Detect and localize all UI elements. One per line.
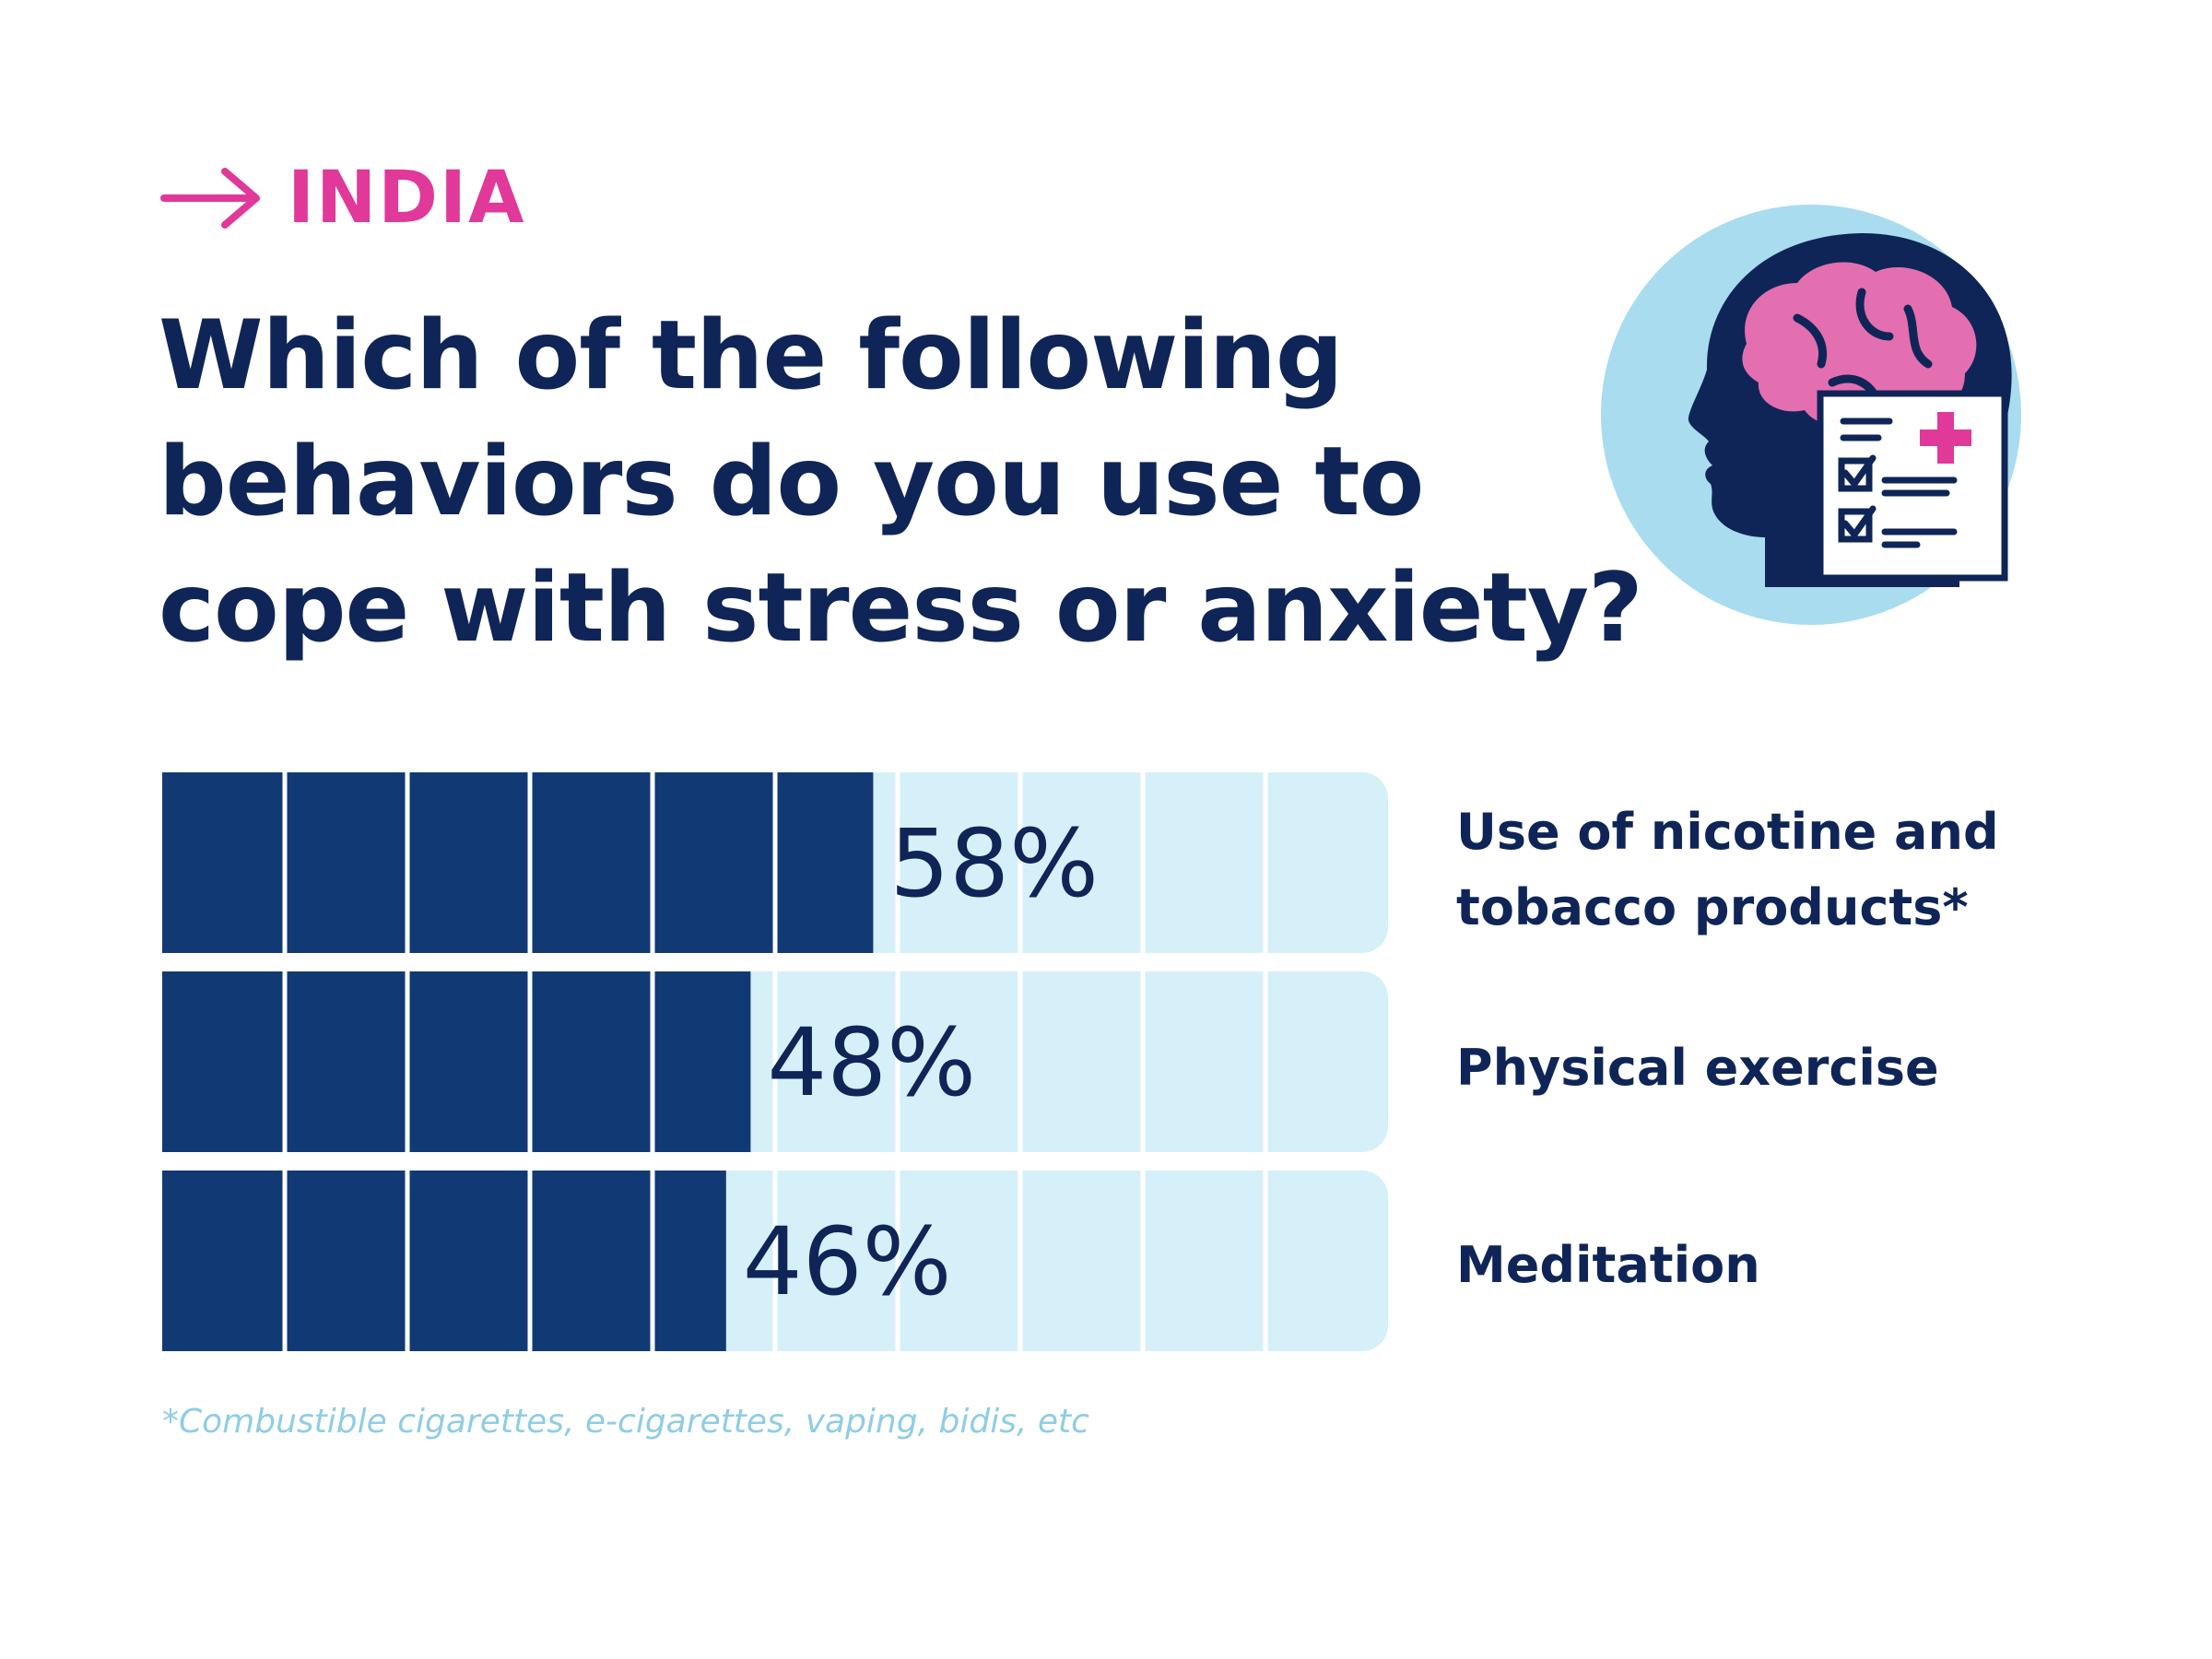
value-label: 48% [767, 1008, 976, 1118]
region-label: INDIA [288, 157, 526, 240]
region-kicker: INDIA [160, 157, 525, 240]
value-label: 46% [743, 1207, 952, 1317]
head-brain-checklist-icon [1601, 205, 2021, 625]
checklist-lines [1838, 418, 1958, 548]
medical-cross [1920, 412, 1971, 464]
bar [162, 971, 751, 1152]
brain [1742, 262, 1977, 426]
footnote: *Combustible cigarettes, e-cigarettes, v… [162, 1403, 1089, 1441]
category-label-exercise: Physical exercise [1456, 1039, 1939, 1097]
category-label-meditation: Meditation [1456, 1236, 1760, 1294]
bar-row: 58% [162, 772, 1388, 953]
page-title: Which of the following behaviors do you … [159, 300, 1643, 664]
arrow-right-icon [160, 168, 260, 229]
value-label: 58% [889, 809, 1099, 919]
bar [162, 1171, 726, 1351]
category-label-nicotine: Use of nicotine and tobacco products* [1456, 803, 1999, 936]
bar-row: 46% [162, 1171, 1388, 1351]
bar-row: 48% [162, 971, 1388, 1152]
bar [162, 772, 874, 953]
head-brain-checklist-illustration [1585, 189, 2028, 631]
